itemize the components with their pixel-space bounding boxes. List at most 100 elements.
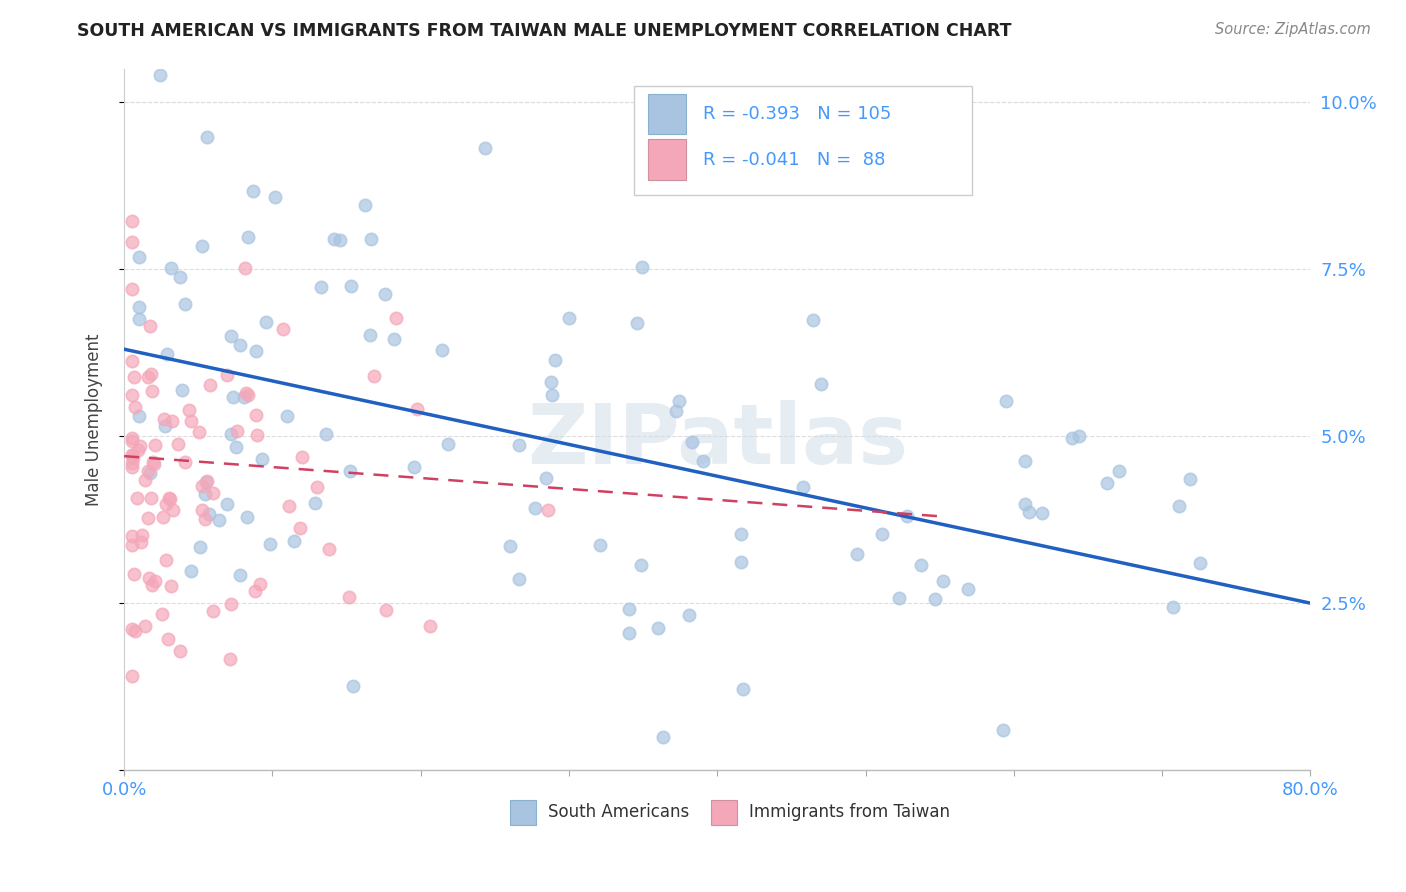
Point: [340, 279, 363, 293]
Point: [508, 438, 530, 452]
Point: [190, 239, 212, 253]
Point: [318, 542, 340, 557]
Point: [385, 311, 408, 326]
Point: [309, 280, 332, 294]
Point: [730, 555, 752, 569]
Point: [188, 540, 211, 554]
Point: [731, 682, 754, 697]
Point: [474, 141, 496, 155]
Point: [360, 232, 382, 246]
Point: [730, 527, 752, 541]
Point: [194, 487, 217, 501]
Point: [1188, 557, 1211, 571]
Point: [121, 431, 143, 445]
Point: [139, 491, 162, 506]
Point: [589, 538, 612, 552]
Point: [1031, 506, 1053, 520]
Point: [121, 448, 143, 462]
Point: [125, 491, 148, 505]
Point: [198, 507, 221, 521]
Point: [382, 332, 405, 346]
Point: [630, 558, 652, 573]
Point: [245, 344, 267, 359]
Point: [276, 409, 298, 423]
Point: [291, 450, 314, 465]
Point: [128, 300, 150, 314]
Point: [1014, 454, 1036, 468]
Point: [157, 632, 180, 647]
Point: [195, 130, 218, 145]
Point: [121, 459, 143, 474]
Point: [236, 229, 259, 244]
Point: [524, 500, 547, 515]
Point: [1108, 464, 1130, 478]
Point: [665, 404, 688, 418]
Point: [278, 499, 301, 513]
Point: [652, 730, 675, 744]
Point: [288, 521, 311, 535]
Point: [558, 311, 581, 326]
Point: [233, 260, 256, 275]
Point: [225, 440, 247, 454]
Point: [121, 282, 143, 296]
Point: [121, 388, 143, 402]
Point: [198, 377, 221, 392]
Point: [129, 439, 152, 453]
Point: [353, 197, 375, 211]
Point: [180, 565, 202, 579]
Point: [792, 480, 814, 494]
Point: [432, 343, 454, 358]
Point: [121, 622, 143, 636]
Point: [128, 250, 150, 264]
Point: [215, 497, 238, 511]
Point: [250, 452, 273, 467]
Point: [1014, 498, 1036, 512]
Point: [810, 376, 832, 391]
Point: [156, 347, 179, 361]
Point: [307, 480, 329, 494]
Point: [254, 315, 277, 329]
Point: [129, 535, 152, 549]
Point: [233, 390, 256, 404]
Point: [626, 316, 648, 330]
Point: [134, 473, 156, 487]
Point: [342, 679, 364, 693]
Point: [195, 474, 218, 488]
Point: [406, 401, 429, 416]
Point: [1178, 472, 1201, 486]
Point: [995, 394, 1018, 409]
Point: [221, 329, 243, 343]
Point: [157, 491, 180, 505]
Point: [191, 503, 214, 517]
Point: [121, 529, 143, 543]
Point: [124, 624, 146, 639]
Point: [219, 597, 242, 611]
Point: [160, 578, 183, 592]
Point: [236, 510, 259, 524]
Point: [143, 574, 166, 588]
Point: [283, 534, 305, 549]
Point: [692, 454, 714, 468]
Point: [139, 368, 162, 382]
Point: [180, 414, 202, 428]
Point: [259, 537, 281, 551]
Point: [201, 604, 224, 618]
Point: [152, 412, 174, 426]
Point: [143, 438, 166, 452]
Point: [159, 491, 181, 506]
Point: [339, 464, 361, 478]
Point: [150, 607, 173, 621]
Point: [141, 384, 163, 398]
Point: [271, 321, 294, 335]
Point: [374, 603, 396, 617]
Point: [437, 437, 460, 451]
Point: [540, 375, 562, 389]
Point: [1097, 475, 1119, 490]
Point: [1018, 505, 1040, 519]
Point: [138, 571, 160, 585]
Y-axis label: Male Unemployment: Male Unemployment: [86, 333, 103, 506]
FancyBboxPatch shape: [648, 94, 686, 135]
FancyBboxPatch shape: [634, 86, 973, 194]
Point: [419, 619, 441, 633]
Point: [246, 428, 269, 442]
